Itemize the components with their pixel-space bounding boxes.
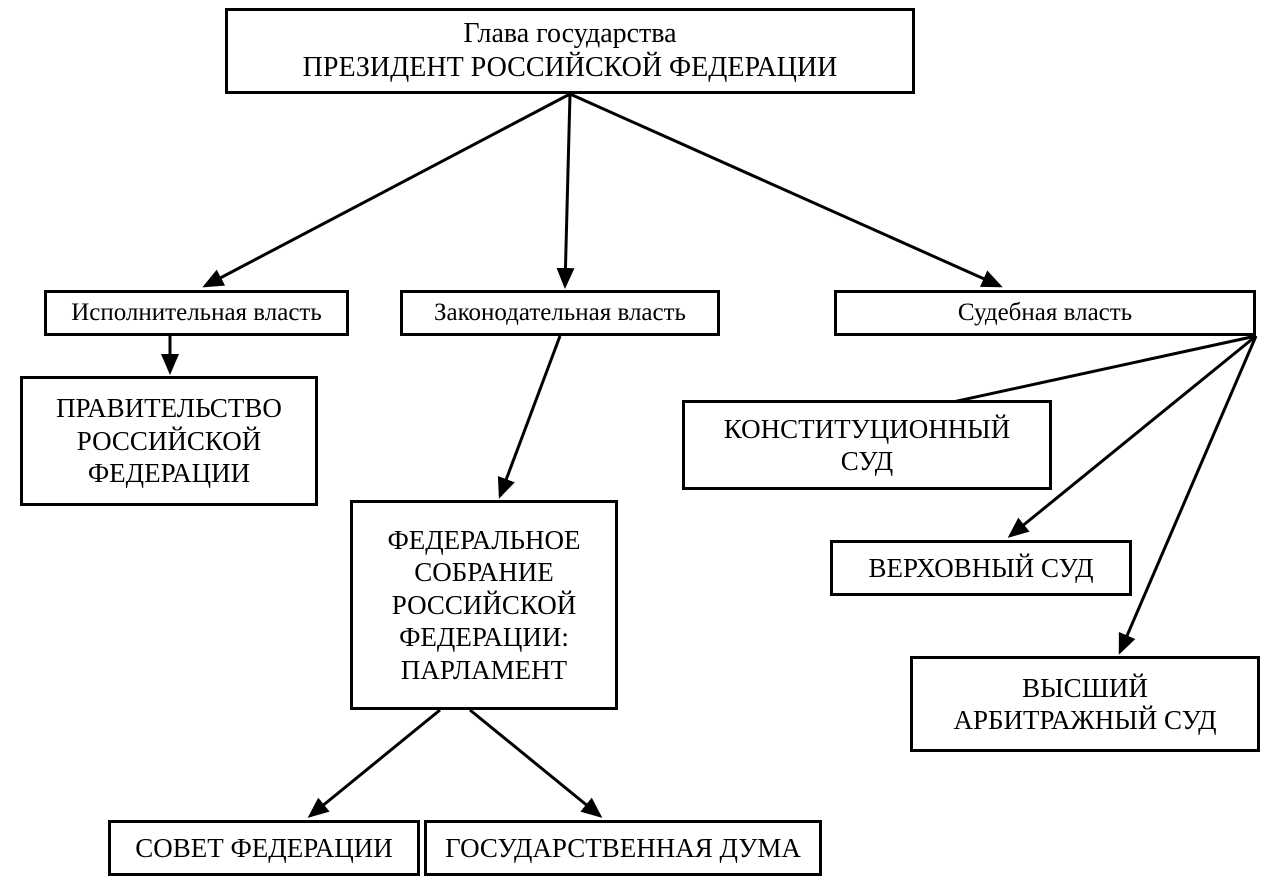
node-government: ПРАВИТЕЛЬСТВО РОССИЙСКОЙ ФЕДЕРАЦИИ (20, 376, 318, 506)
node-federation-council: СОВЕТ ФЕДЕРАЦИИ (108, 820, 420, 876)
node-legislative-branch: Законодательная власть (400, 290, 720, 336)
node-constitutional-court: КОНСТИТУЦИОННЫЙ СУД (682, 400, 1052, 490)
ac-line1: ВЫСШИЙ (1022, 672, 1148, 704)
fa-line1: ФЕДЕРАЛЬНОЕ (387, 524, 580, 556)
government-line1: ПРАВИТЕЛЬСТВО (56, 392, 282, 424)
judicial-text: Судебная власть (958, 298, 1132, 328)
sd-text: ГОСУДАРСТВЕННАЯ ДУМА (445, 832, 801, 864)
head-line1: Глава государства (463, 17, 676, 51)
fa-line5: ПАРЛАМЕНТ (401, 654, 567, 686)
cc-line1: КОНСТИТУЦИОННЫЙ (724, 413, 1010, 445)
fc-text: СОВЕТ ФЕДЕРАЦИИ (135, 832, 393, 864)
fa-line3: РОССИЙСКОЙ (392, 589, 577, 621)
executive-text: Исполнительная власть (71, 298, 322, 328)
legislative-text: Законодательная власть (434, 298, 686, 328)
node-judicial-branch: Судебная власть (834, 290, 1256, 336)
sc-text: ВЕРХОВНЫЙ СУД (869, 552, 1094, 584)
node-state-duma: ГОСУДАРСТВЕННАЯ ДУМА (424, 820, 822, 876)
government-line2: РОССИЙСКОЙ (77, 425, 262, 457)
government-line3: ФЕДЕРАЦИИ (88, 457, 250, 489)
node-federal-assembly: ФЕДЕРАЛЬНОЕ СОБРАНИЕ РОССИЙСКОЙ ФЕДЕРАЦИ… (350, 500, 618, 710)
fa-line4: ФЕДЕРАЦИИ: (399, 621, 569, 653)
head-line2: ПРЕЗИДЕНТ РОССИЙСКОЙ ФЕДЕРАЦИИ (303, 51, 838, 85)
fa-line2: СОБРАНИЕ (414, 556, 554, 588)
node-arbitration-court: ВЫСШИЙ АРБИТРАЖНЫЙ СУД (910, 656, 1260, 752)
ac-line2: АРБИТРАЖНЫЙ СУД (953, 704, 1216, 736)
node-head-of-state: Глава государства ПРЕЗИДЕНТ РОССИЙСКОЙ Ф… (225, 8, 915, 94)
node-executive-branch: Исполнительная власть (44, 290, 349, 336)
node-supreme-court: ВЕРХОВНЫЙ СУД (830, 540, 1132, 596)
cc-line2: СУД (841, 445, 893, 477)
